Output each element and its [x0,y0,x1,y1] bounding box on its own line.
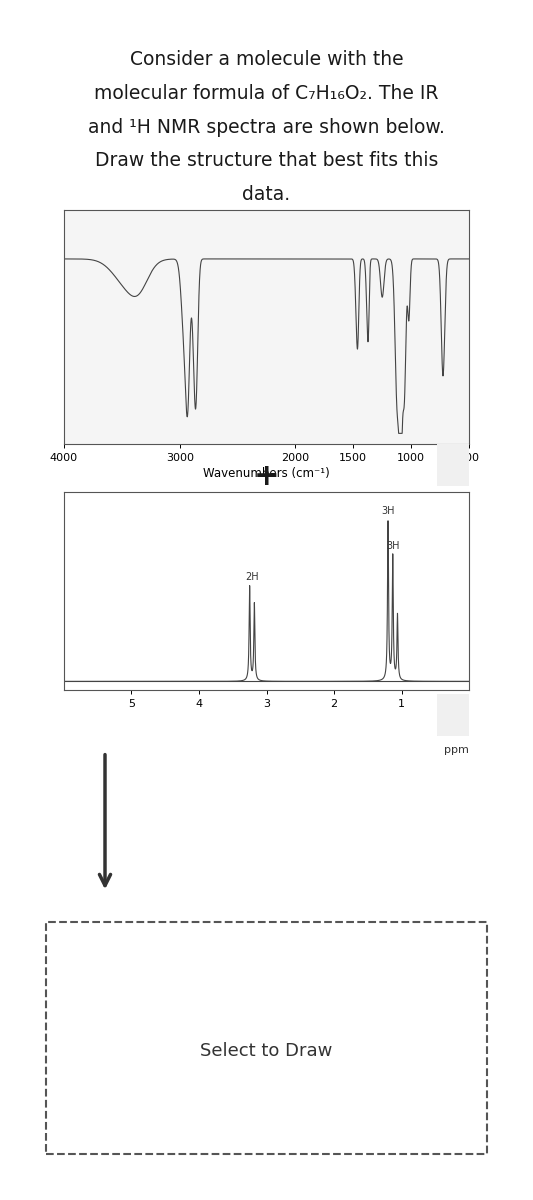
FancyBboxPatch shape [435,691,471,738]
Text: 2H: 2H [245,571,259,582]
Text: ppm: ppm [444,745,469,756]
Text: data.: data. [243,185,290,204]
Text: Consider a molecule with the: Consider a molecule with the [130,50,403,70]
Text: 🔍: 🔍 [449,708,457,721]
FancyBboxPatch shape [435,442,471,488]
X-axis label: Wavenumbers (cm⁻¹): Wavenumbers (cm⁻¹) [203,467,330,480]
Text: Select to Draw: Select to Draw [200,1042,333,1060]
Text: 3H: 3H [386,540,400,551]
Text: and ¹H NMR spectra are shown below.: and ¹H NMR spectra are shown below. [88,118,445,137]
Text: molecular formula of C₇H₁₆O₂. The IR: molecular formula of C₇H₁₆O₂. The IR [94,84,439,103]
Text: 🔍: 🔍 [449,458,457,472]
Text: 3H: 3H [381,506,395,516]
Text: +: + [254,462,279,491]
Text: Draw the structure that best fits this: Draw the structure that best fits this [95,151,438,170]
